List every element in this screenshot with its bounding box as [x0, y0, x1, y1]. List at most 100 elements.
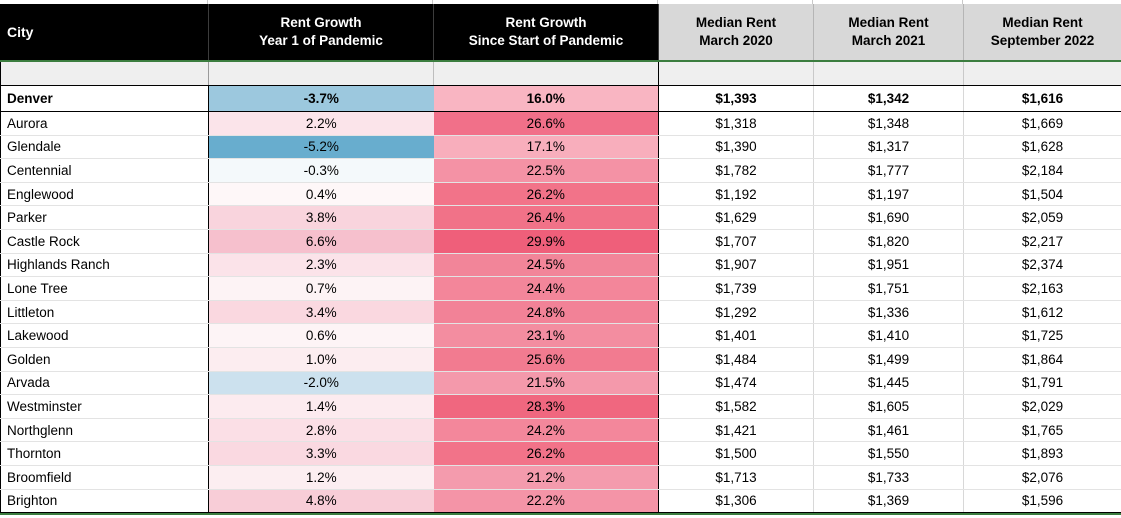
growth-year1-cell[interactable]: 2.8%	[208, 418, 434, 443]
growth-year1-cell[interactable]: 1.4%	[208, 394, 434, 419]
median-2020-cell[interactable]: $1,306	[658, 489, 814, 514]
median-2020-cell[interactable]: $1,401	[658, 323, 814, 348]
median-2022-cell[interactable]: $2,217	[963, 229, 1121, 254]
growth-since-cell[interactable]: 24.8%	[433, 300, 659, 325]
median-2022-cell[interactable]: $1,628	[963, 135, 1121, 160]
column-header-median-march-2021[interactable]: Median Rent March 2021	[813, 4, 964, 61]
column-header-rent-growth-year1[interactable]: Rent Growth Year 1 of Pandemic	[208, 4, 434, 61]
median-2020-cell[interactable]: $1,629	[658, 205, 814, 230]
median-2022-cell[interactable]: $1,669	[963, 111, 1121, 136]
median-2021-cell[interactable]: $1,445	[813, 371, 964, 396]
city-cell[interactable]: Westminster	[0, 394, 209, 419]
median-2020-cell[interactable]: $1,318	[658, 111, 814, 136]
growth-year1-cell[interactable]: 4.8%	[208, 489, 434, 514]
median-2021-cell[interactable]: $1,317	[813, 135, 964, 160]
growth-since-cell[interactable]: 25.6%	[433, 347, 659, 372]
growth-year1-cell[interactable]: -0.3%	[208, 158, 434, 183]
median-2021-cell[interactable]: $1,751	[813, 276, 964, 301]
median-2021-cell[interactable]: $1,499	[813, 347, 964, 372]
median-2020-cell[interactable]: $1,390	[658, 135, 814, 160]
median-2020-cell[interactable]: $1,707	[658, 229, 814, 254]
growth-since-cell[interactable]: 22.5%	[433, 158, 659, 183]
growth-year1-cell[interactable]: 1.0%	[208, 347, 434, 372]
median-2020-cell[interactable]: $1,582	[658, 394, 814, 419]
median-2022-cell[interactable]: $1,616	[963, 85, 1121, 112]
median-2022-cell[interactable]: $2,059	[963, 205, 1121, 230]
city-cell[interactable]: Golden	[0, 347, 209, 372]
growth-since-cell[interactable]: 23.1%	[433, 323, 659, 348]
median-2020-cell[interactable]: $1,393	[658, 85, 814, 112]
median-2021-cell[interactable]: $1,348	[813, 111, 964, 136]
growth-year1-cell[interactable]: 3.8%	[208, 205, 434, 230]
city-cell[interactable]: Castle Rock	[0, 229, 209, 254]
growth-since-cell[interactable]: 24.5%	[433, 253, 659, 278]
column-header-rent-growth-since[interactable]: Rent Growth Since Start of Pandemic	[433, 4, 659, 61]
growth-since-cell[interactable]: 26.2%	[433, 182, 659, 207]
median-2022-cell[interactable]: $1,765	[963, 418, 1121, 443]
growth-year1-cell[interactable]: 0.7%	[208, 276, 434, 301]
median-2022-cell[interactable]: $1,596	[963, 489, 1121, 514]
median-2020-cell[interactable]: $1,907	[658, 253, 814, 278]
median-2022-cell[interactable]: $1,791	[963, 371, 1121, 396]
median-2021-cell[interactable]: $1,410	[813, 323, 964, 348]
growth-year1-cell[interactable]: 1.2%	[208, 465, 434, 490]
growth-since-cell[interactable]: 26.6%	[433, 111, 659, 136]
city-cell[interactable]: Northglenn	[0, 418, 209, 443]
growth-since-cell[interactable]: 24.2%	[433, 418, 659, 443]
median-2021-cell[interactable]: $1,342	[813, 85, 964, 112]
median-2021-cell[interactable]: $1,777	[813, 158, 964, 183]
city-cell[interactable]: Lone Tree	[0, 276, 209, 301]
column-header-median-september-2022[interactable]: Median Rent September 2022	[963, 4, 1121, 61]
median-2020-cell[interactable]: $1,500	[658, 441, 814, 466]
growth-since-cell[interactable]: 21.2%	[433, 465, 659, 490]
city-cell[interactable]: Parker	[0, 205, 209, 230]
growth-since-cell[interactable]: 21.5%	[433, 371, 659, 396]
median-2021-cell[interactable]: $1,690	[813, 205, 964, 230]
growth-year1-cell[interactable]: -2.0%	[208, 371, 434, 396]
city-cell[interactable]: Littleton	[0, 300, 209, 325]
city-cell[interactable]: Brighton	[0, 489, 209, 514]
median-2020-cell[interactable]: $1,739	[658, 276, 814, 301]
column-header-city[interactable]: City	[0, 4, 209, 61]
median-2021-cell[interactable]: $1,369	[813, 489, 964, 514]
median-2022-cell[interactable]: $2,184	[963, 158, 1121, 183]
median-2020-cell[interactable]: $1,474	[658, 371, 814, 396]
median-2021-cell[interactable]: $1,336	[813, 300, 964, 325]
city-cell[interactable]: Aurora	[0, 111, 209, 136]
growth-year1-cell[interactable]: 3.4%	[208, 300, 434, 325]
growth-year1-cell[interactable]: -3.7%	[208, 85, 434, 112]
median-2020-cell[interactable]: $1,713	[658, 465, 814, 490]
growth-since-cell[interactable]: 26.2%	[433, 441, 659, 466]
median-2020-cell[interactable]: $1,421	[658, 418, 814, 443]
city-cell[interactable]: Arvada	[0, 371, 209, 396]
growth-since-cell[interactable]: 16.0%	[433, 85, 659, 112]
median-2021-cell[interactable]: $1,820	[813, 229, 964, 254]
city-cell[interactable]: Broomfield	[0, 465, 209, 490]
growth-year1-cell[interactable]: 2.2%	[208, 111, 434, 136]
growth-since-cell[interactable]: 17.1%	[433, 135, 659, 160]
median-2020-cell[interactable]: $1,484	[658, 347, 814, 372]
median-2020-cell[interactable]: $1,782	[658, 158, 814, 183]
median-2022-cell[interactable]: $1,864	[963, 347, 1121, 372]
column-header-median-march-2020[interactable]: Median Rent March 2020	[658, 4, 814, 61]
city-cell[interactable]: Englewood	[0, 182, 209, 207]
median-2022-cell[interactable]: $2,374	[963, 253, 1121, 278]
growth-since-cell[interactable]: 24.4%	[433, 276, 659, 301]
median-2020-cell[interactable]: $1,292	[658, 300, 814, 325]
median-2020-cell[interactable]: $1,192	[658, 182, 814, 207]
city-cell[interactable]: Denver	[0, 85, 209, 112]
median-2021-cell[interactable]: $1,605	[813, 394, 964, 419]
median-2022-cell[interactable]: $1,612	[963, 300, 1121, 325]
median-2022-cell[interactable]: $1,504	[963, 182, 1121, 207]
median-2022-cell[interactable]: $2,076	[963, 465, 1121, 490]
growth-since-cell[interactable]: 26.4%	[433, 205, 659, 230]
median-2021-cell[interactable]: $1,197	[813, 182, 964, 207]
growth-year1-cell[interactable]: 0.6%	[208, 323, 434, 348]
growth-year1-cell[interactable]: 0.4%	[208, 182, 434, 207]
median-2022-cell[interactable]: $2,163	[963, 276, 1121, 301]
median-2021-cell[interactable]: $1,951	[813, 253, 964, 278]
growth-year1-cell[interactable]: 2.3%	[208, 253, 434, 278]
median-2021-cell[interactable]: $1,461	[813, 418, 964, 443]
growth-year1-cell[interactable]: -5.2%	[208, 135, 434, 160]
growth-year1-cell[interactable]: 6.6%	[208, 229, 434, 254]
